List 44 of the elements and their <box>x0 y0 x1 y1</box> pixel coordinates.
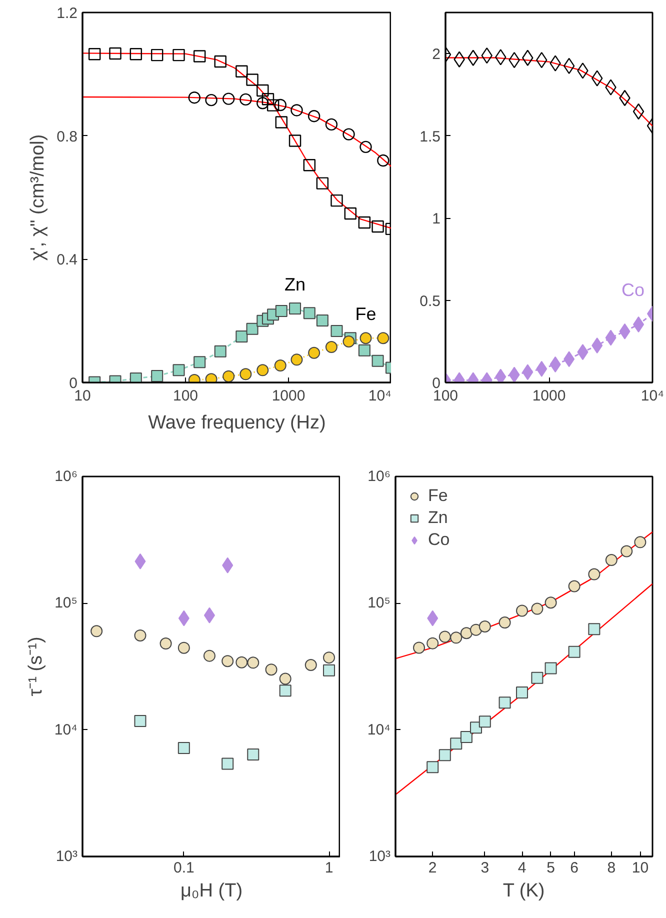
y-tick-label: 0.5 <box>420 292 441 310</box>
x-axis-title: Wave frequency (Hz) <box>148 412 326 434</box>
y-tick-label: 1.2 <box>56 5 78 22</box>
x-axis-title: μ₀H (T) <box>180 880 243 902</box>
x-tick-label: 1 <box>324 860 334 876</box>
series-label: Fe <box>355 304 376 324</box>
y-axis-title: τ⁻¹ (s⁻¹) <box>25 636 46 696</box>
y-tick-label: 0.8 <box>56 128 78 146</box>
x-tick-label: 10 <box>632 860 649 876</box>
y-tick-label: 1.5 <box>420 128 441 146</box>
x-tick-label: 6 <box>570 860 578 876</box>
x-tick-label: 5 <box>546 860 555 876</box>
y-tick-label: 10⁶ <box>54 468 78 485</box>
y-tick-label: 10⁵ <box>54 594 78 612</box>
y-tick-label: 10⁶ <box>368 468 390 485</box>
y-tick-label: 10³ <box>368 848 391 865</box>
y-tick-label: 0.4 <box>56 252 78 269</box>
x-axis-title: T (K) <box>502 880 545 902</box>
legend-label: Fe <box>428 486 448 506</box>
y-tick-label: 10⁴ <box>367 721 391 738</box>
x-tick-label: 8 <box>607 860 616 876</box>
x-tick-label: 3 <box>480 860 490 876</box>
y-tick-label: 1 <box>432 210 440 228</box>
x-tick-label: 100 <box>172 388 198 404</box>
y-tick-label: 10⁵ <box>368 594 391 612</box>
y-tick-label: 2 <box>432 46 440 64</box>
legend-label: Co <box>428 530 450 550</box>
x-tick-label: 1000 <box>532 388 566 404</box>
x-tick-label: 1000 <box>272 388 306 404</box>
series-label: Co <box>621 280 645 300</box>
point <box>592 338 603 354</box>
point <box>495 368 506 382</box>
series-label: Zn <box>284 274 306 294</box>
x-tick-label: 0.1 <box>173 860 194 876</box>
x-tick-label: 10⁴ <box>640 388 664 404</box>
x-tick-label: 4 <box>518 860 526 876</box>
x-tick-label: 100 <box>432 388 458 404</box>
y-tick-label: 10³ <box>56 848 78 865</box>
point <box>632 103 644 120</box>
y-axis-title: χ', χ" (cm³/mol) <box>28 134 49 261</box>
legend-label: Zn <box>428 508 448 528</box>
y-tick-label: 10⁴ <box>54 721 78 738</box>
point <box>508 366 520 382</box>
point <box>563 58 575 74</box>
